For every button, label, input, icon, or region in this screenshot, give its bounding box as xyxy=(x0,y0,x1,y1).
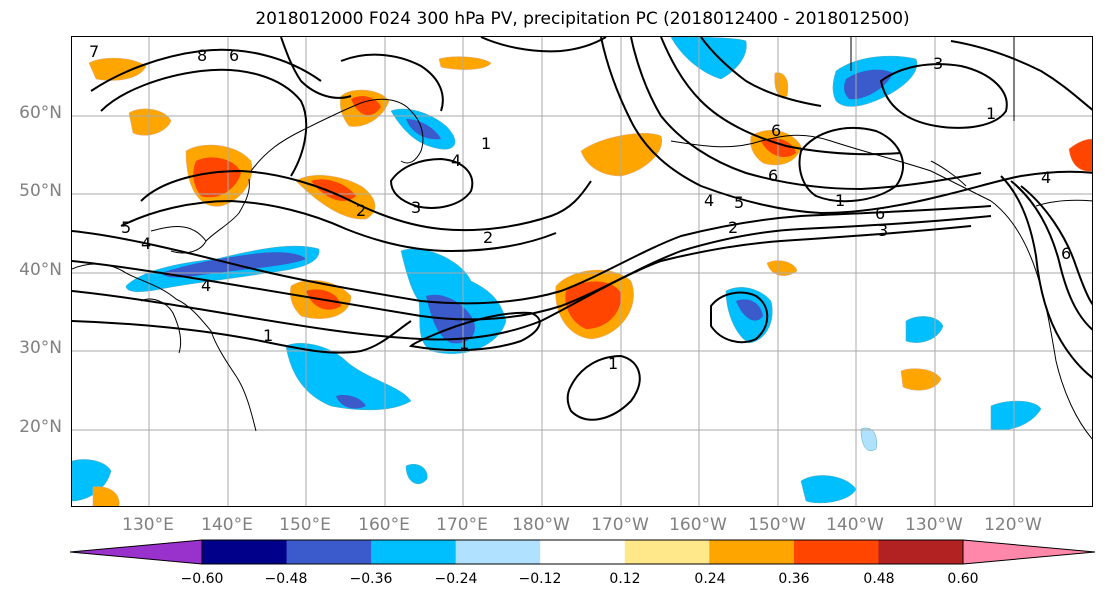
colorbar-segment xyxy=(540,540,626,564)
colorbar-tick: 0.48 xyxy=(863,571,895,587)
lon-label-160e: 160°E xyxy=(358,515,410,535)
precip-pos-japan-east-core xyxy=(311,179,356,201)
map-title: 2018012000 F024 300 hPa PV, precipitatio… xyxy=(255,9,910,29)
contour-label: 3 xyxy=(411,198,421,217)
contour-label: 6 xyxy=(229,46,239,65)
precip-neg-east-pacific-core xyxy=(736,299,763,321)
lon-label-130e: 130°E xyxy=(122,515,174,535)
precip-pos-kamchatka-core xyxy=(351,96,381,116)
contour-label: 5 xyxy=(734,193,744,212)
contour-label: 1 xyxy=(608,354,618,373)
precip-pos-arctic xyxy=(438,56,492,70)
precip-pos-okhotsk-core xyxy=(193,157,241,198)
lon-label-160w: 160°W xyxy=(669,515,727,535)
precip-pos-hawaii-north xyxy=(900,368,942,391)
precip-pos-canada xyxy=(1068,138,1092,172)
contour-label: 4 xyxy=(141,234,151,253)
colorbar xyxy=(70,539,1096,565)
contour-label: 3 xyxy=(878,221,888,240)
lon-label-170e: 170°E xyxy=(436,515,488,535)
precip-pos-siberia-2 xyxy=(128,108,172,136)
colorbar-segment xyxy=(371,540,457,564)
lon-label-150w: 150°W xyxy=(748,515,806,535)
precip-neg-bering xyxy=(670,37,747,80)
lon-label-120w: 120°W xyxy=(984,515,1042,535)
precip-neg-small-1 xyxy=(405,463,428,485)
contour-label: 1 xyxy=(481,134,491,153)
lon-label-130w: 130°W xyxy=(905,515,963,535)
colorbar-tick: −0.48 xyxy=(264,571,308,587)
precip-pos-sw-corner xyxy=(92,486,120,506)
precip-neg-small-2 xyxy=(860,427,877,452)
contour-label: 8 xyxy=(197,46,207,65)
lon-label-150e: 150°E xyxy=(279,515,331,535)
contour-label: 2 xyxy=(483,228,493,247)
colorbar-segment xyxy=(878,540,964,564)
pv-contours xyxy=(72,37,1092,421)
contour-label: 4 xyxy=(451,151,461,170)
contour-label: 2 xyxy=(356,201,366,220)
colorbar-tick: −0.36 xyxy=(349,571,393,587)
colorbar-tick: 0.36 xyxy=(778,571,810,587)
contour-label: 1 xyxy=(263,326,273,345)
coastlines xyxy=(72,37,1092,440)
colorbar-segment xyxy=(455,540,541,564)
colorbar-segment xyxy=(624,540,710,564)
colorbar-tick: −0.24 xyxy=(434,571,478,587)
colorbar-segment xyxy=(793,540,879,564)
lat-label-60n: 60°N xyxy=(19,103,62,123)
precip-shading xyxy=(72,37,1092,506)
contour-label: 3 xyxy=(933,54,943,73)
contour-label: 6 xyxy=(875,204,885,223)
precip-pos-small-1 xyxy=(774,72,789,98)
contour-label: 4 xyxy=(1041,168,1051,187)
colorbar-segment xyxy=(202,540,288,564)
lon-label-180w: 180°W xyxy=(512,515,570,535)
contour-label: 6 xyxy=(1061,244,1071,263)
contour-label: 4 xyxy=(201,276,211,295)
lon-label-170w: 170°W xyxy=(591,515,649,535)
lat-label-40n: 40°N xyxy=(19,260,62,280)
lat-label-30n: 30°N xyxy=(19,338,62,358)
precip-neg-philippines xyxy=(72,459,112,502)
precip-neg-south-east xyxy=(800,475,857,504)
contour-label: 5 xyxy=(121,218,131,237)
contour-label: 6 xyxy=(768,166,778,185)
lat-label-50n: 50°N xyxy=(19,181,62,201)
contour-label: 1 xyxy=(459,334,469,353)
lat-label-20n: 20°N xyxy=(19,417,62,437)
map-gridlines xyxy=(72,37,1092,506)
colorbar-tick: 0.60 xyxy=(947,571,979,587)
lon-label-140w: 140°W xyxy=(826,515,884,535)
contour-labels: 7 8 6 3 1 6 4 1 2 3 2 5 4 4 1 1 1 5 4 2 … xyxy=(89,42,1071,373)
colorbar-segment xyxy=(286,540,372,564)
contour-label: 1 xyxy=(835,191,845,210)
colorbar-segment xyxy=(709,540,795,564)
contour-label: 2 xyxy=(728,218,738,237)
map-panel: 7 8 6 3 1 6 4 1 2 3 2 5 4 4 1 1 1 5 4 2 … xyxy=(71,36,1093,507)
precip-neg-ne-pacific xyxy=(905,316,944,343)
colorbar-tick: 0.12 xyxy=(609,571,641,587)
precip-neg-baja xyxy=(990,400,1042,431)
colorbar-tick: −0.12 xyxy=(518,571,562,587)
contour-label: 6 xyxy=(771,121,781,140)
precip-pos-siberia xyxy=(88,57,147,81)
colorbar-extend-high xyxy=(963,540,1095,564)
lon-label-140e: 140°E xyxy=(201,515,253,535)
precip-neg-kamchatka-core xyxy=(406,119,441,140)
contour-label: 7 xyxy=(89,42,99,61)
contour-label: 1 xyxy=(986,104,996,123)
precip-neg-subtropical-core xyxy=(336,395,366,409)
colorbar-tick: −0.60 xyxy=(180,571,224,587)
precip-pos-dateline-core xyxy=(565,281,622,329)
colorbar-tick: 0.24 xyxy=(694,571,726,587)
map-canvas: 7 8 6 3 1 6 4 1 2 3 2 5 4 4 1 1 1 5 4 2 … xyxy=(72,37,1092,506)
contour-label: 4 xyxy=(704,191,714,210)
colorbar-extend-low xyxy=(70,540,202,564)
